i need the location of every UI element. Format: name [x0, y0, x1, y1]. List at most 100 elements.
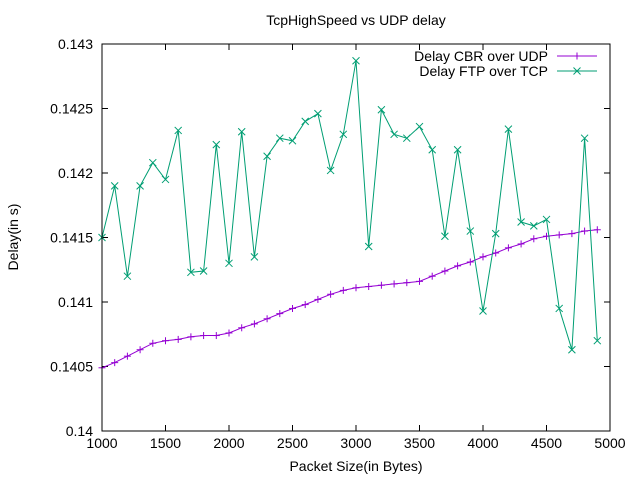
series-2-point	[275, 134, 284, 143]
series-2-point-d2	[453, 145, 462, 154]
legend-label: Delay CBR over UDP	[414, 48, 548, 64]
legend-swatch-marker	[573, 52, 581, 60]
series-2-point-d2	[288, 136, 297, 145]
series-1-point	[238, 324, 246, 332]
series-1-point	[504, 244, 512, 252]
legend-label: Delay FTP over TCP	[419, 63, 548, 79]
series-2-point	[110, 182, 119, 190]
x-tick-label: 3000	[340, 435, 371, 451]
series-2-point	[199, 267, 208, 275]
series-1-point	[111, 359, 119, 367]
series-2-point	[504, 125, 513, 133]
series-2-point-d2	[390, 130, 398, 139]
y-axis-label: Delay(in s)	[5, 204, 21, 271]
series-2-point-d2	[529, 222, 538, 230]
y-tick-label: 0.141	[58, 294, 93, 310]
series-2-point-d2	[491, 229, 500, 238]
series-1-point	[568, 230, 576, 238]
series-2-point	[148, 158, 157, 167]
x-tick-label: 1000	[86, 435, 117, 451]
series-1-point	[276, 310, 284, 318]
series-2-point	[237, 127, 246, 136]
series-2-point-d2	[225, 259, 233, 268]
series-1-point	[250, 320, 258, 328]
series-2-point-d2	[199, 267, 208, 275]
series-2-point-d2	[110, 182, 119, 190]
x-tick-label: 4000	[467, 435, 498, 451]
series-2-point-d2	[517, 218, 525, 226]
series-2-point-d2	[428, 145, 437, 154]
x-tick-label: 2500	[277, 435, 308, 451]
series-1-point	[136, 346, 144, 354]
series-2-point-d2	[415, 122, 424, 131]
series-2-point	[301, 117, 310, 126]
series-layer	[98, 56, 602, 372]
series-1-point	[479, 253, 487, 261]
series-2-point	[250, 252, 259, 261]
series-2-point	[542, 215, 551, 224]
y-tick-label: 0.143	[58, 36, 93, 52]
x-tick-label: 3500	[404, 435, 435, 451]
series-1-point	[390, 280, 398, 288]
series-1-point	[327, 290, 335, 298]
series-1-point	[581, 227, 589, 235]
series-1-point	[149, 339, 157, 347]
series-1-point	[365, 283, 373, 291]
series-2-point	[517, 218, 525, 226]
series-2-point-d2	[263, 152, 271, 161]
series-2-point-d2	[402, 134, 411, 143]
series-1-point	[225, 329, 233, 337]
series-2-point	[568, 345, 576, 354]
series-1-point	[174, 335, 182, 343]
series-2-point-d2	[326, 166, 335, 175]
series-1	[98, 226, 601, 372]
series-2-point-d2	[466, 227, 475, 235]
series-2-point-d2	[187, 268, 195, 277]
series-2-point-d2	[377, 105, 386, 114]
series-2-point	[288, 136, 297, 145]
series-1-point	[428, 272, 436, 280]
series-1-point	[454, 262, 462, 270]
series-1-point	[339, 286, 347, 294]
series-2-point	[402, 134, 411, 143]
series-1-point	[441, 267, 449, 275]
series-1-point	[314, 295, 322, 303]
series-2-point	[453, 145, 462, 154]
series-2-point	[580, 134, 589, 143]
series-1-point	[466, 258, 474, 266]
series-2-point-d2	[237, 127, 246, 136]
series-2-point-d2	[212, 140, 221, 149]
y-tick-label: 0.14	[66, 423, 93, 439]
series-1-point	[593, 226, 601, 234]
y-tick-label: 0.1405	[50, 359, 93, 375]
series-1-point	[162, 337, 169, 345]
series-2-point-d2	[275, 134, 284, 143]
x-tick-label: 5000	[594, 435, 625, 451]
chart-title: TcpHighSpeed vs UDP delay	[266, 12, 446, 28]
series-2-point	[187, 268, 195, 277]
series-2-point	[428, 145, 437, 154]
series-2-point-d2	[339, 130, 348, 139]
series-1-point	[377, 281, 385, 289]
series-1-point	[416, 277, 423, 285]
series-1-point	[492, 249, 500, 257]
series-2-point	[479, 307, 487, 315]
series-2-point	[491, 229, 500, 238]
series-2-line	[101, 60, 598, 350]
series-2-point-d2	[441, 232, 449, 241]
series-1-point	[403, 279, 411, 287]
series-2-point	[593, 336, 602, 345]
series-2-point	[314, 109, 322, 118]
axis-ticks: 1000 1500 2000 2500 3000 3500 4000 4500 5000 0.14…	[50, 36, 626, 451]
series-2-point-d2	[314, 109, 322, 118]
series-2-point	[225, 259, 233, 268]
series-2-point-d2	[250, 252, 259, 261]
y-tick-label: 0.142	[58, 165, 93, 181]
x-tick-label: 2000	[213, 435, 244, 451]
series-1-point	[212, 332, 220, 340]
series-2-point	[364, 242, 373, 251]
series-2-point	[326, 166, 335, 175]
series-2-point	[377, 105, 386, 114]
